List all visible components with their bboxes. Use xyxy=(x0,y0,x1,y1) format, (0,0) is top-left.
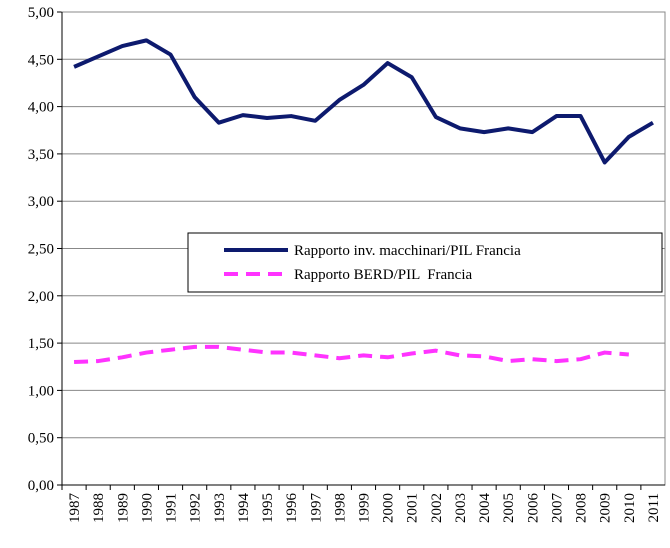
legend-box xyxy=(187,232,663,293)
x-tick-label: 2011 xyxy=(646,493,662,522)
x-tick-label: 1998 xyxy=(332,493,348,523)
x-tick-label: 2006 xyxy=(525,493,541,524)
x-tick-label: 1997 xyxy=(308,493,324,524)
y-tick-label: 1,00 xyxy=(28,383,54,399)
x-tick-label: 2002 xyxy=(429,493,445,523)
x-tick-label: 1988 xyxy=(91,493,107,523)
y-tick-label: 3,00 xyxy=(28,194,54,210)
x-tick-label: 2001 xyxy=(405,493,421,523)
y-tick-label: 2,00 xyxy=(28,289,54,305)
series-line xyxy=(73,38,654,165)
x-tick-label: 2005 xyxy=(501,493,517,523)
x-tick-label: 2000 xyxy=(381,493,397,523)
x-tick-label: 1999 xyxy=(357,493,373,523)
y-tick-label: 1,50 xyxy=(28,336,54,352)
x-tick-label: 2007 xyxy=(549,493,565,524)
x-tick-label: 1991 xyxy=(164,493,180,523)
series-line xyxy=(73,344,629,365)
y-tick-label: 4,50 xyxy=(28,52,54,68)
x-tick-label: 1993 xyxy=(212,493,228,523)
y-tick-label: 4,00 xyxy=(28,100,54,116)
x-tick-label: 2010 xyxy=(622,493,638,523)
x-tick-label: 1990 xyxy=(139,493,155,523)
y-tick-label: 0,50 xyxy=(28,431,54,447)
x-tick-label: 1989 xyxy=(115,493,131,523)
x-tick-label: 1996 xyxy=(284,493,300,524)
legend-label: Rapporto BERD/PIL Francia xyxy=(294,267,473,283)
x-tick-label: 2009 xyxy=(598,493,614,523)
x-tick-label: 1994 xyxy=(236,493,252,524)
x-tick-label: 2003 xyxy=(453,493,469,523)
legend-label: Rapporto inv. macchinari/PIL Francia xyxy=(294,243,521,259)
x-tick-label: 2008 xyxy=(574,493,590,523)
y-tick-label: 0,00 xyxy=(28,478,54,494)
y-tick-label: 2,50 xyxy=(28,242,54,258)
y-tick-label: 5,00 xyxy=(28,5,54,21)
x-tick-label: 1992 xyxy=(188,493,204,523)
x-tick-label: 2004 xyxy=(477,492,493,523)
x-tick-label: 1987 xyxy=(67,493,83,524)
y-tick-label: 3,50 xyxy=(28,147,54,163)
x-tick-label: 1995 xyxy=(260,493,276,523)
